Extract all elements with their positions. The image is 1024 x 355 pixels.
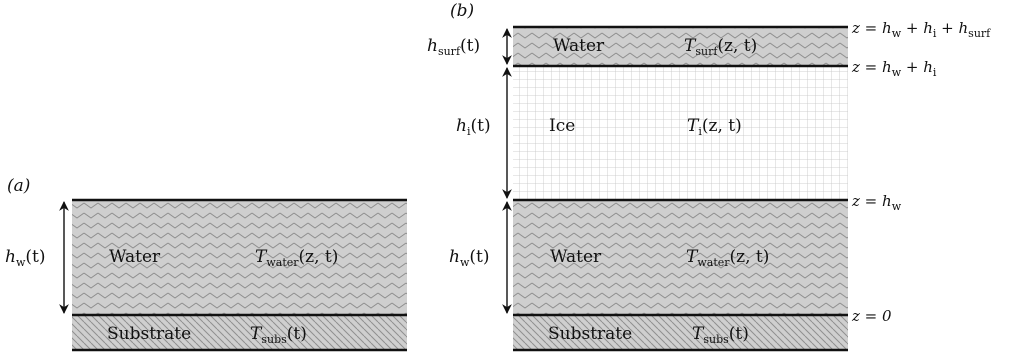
panel-b-substrate-temp-label: Tsubs(t) xyxy=(692,324,749,346)
panel-b-water-label: Water xyxy=(550,247,602,267)
panel-a-water-temp-label: Twater(z, t) xyxy=(255,247,338,269)
panel-b-tag: (b) xyxy=(450,1,474,21)
panel-b-surface-water-waves xyxy=(513,27,848,66)
panel-b-water-temp-label: Twater(z, t) xyxy=(686,247,769,269)
panel-b-ice-temp-label: Ti(z, t) xyxy=(687,116,742,138)
panel-a-substrate-label: Substrate xyxy=(107,324,191,344)
level-label-top: z = hw + hi + hsurf xyxy=(851,19,991,40)
panel-a-water-waves xyxy=(72,200,407,315)
panel-b: (b) hsurf(t) hi(t) hw(t) Water Tsurf(z, … xyxy=(427,1,991,352)
level-label-ice-top: z = hw + hi xyxy=(851,58,937,79)
panel-b-water-waves xyxy=(513,200,848,315)
panel-b-substrate-hatch xyxy=(513,315,848,350)
panel-a-substrate-temp-label: Tsubs(t) xyxy=(250,324,307,346)
panel-b-ice-height-label: hi(t) xyxy=(456,116,491,138)
panel-b-surf-label: Water xyxy=(553,36,605,56)
panel-a-water-label: Water xyxy=(109,247,161,267)
level-label-water-top: z = hw xyxy=(851,192,902,213)
panel-a-substrate-hatch xyxy=(72,315,407,350)
level-label-bottom: z = 0 xyxy=(851,307,892,325)
panel-a: (a) hw(t) Water Twater(z, t) Substrate T… xyxy=(5,176,407,352)
panel-b-ice-label: Ice xyxy=(549,116,575,136)
panel-a-water-height-label: hw(t) xyxy=(5,247,45,269)
panel-b-water-height-label: hw(t) xyxy=(449,247,489,269)
panel-b-surf-height-label: hsurf(t) xyxy=(427,36,480,58)
panel-b-ice-grid xyxy=(513,66,848,200)
panel-b-surf-temp-label: Tsurf(z, t) xyxy=(684,36,757,58)
panel-b-substrate-label: Substrate xyxy=(548,324,632,344)
panel-a-tag: (a) xyxy=(7,176,30,196)
